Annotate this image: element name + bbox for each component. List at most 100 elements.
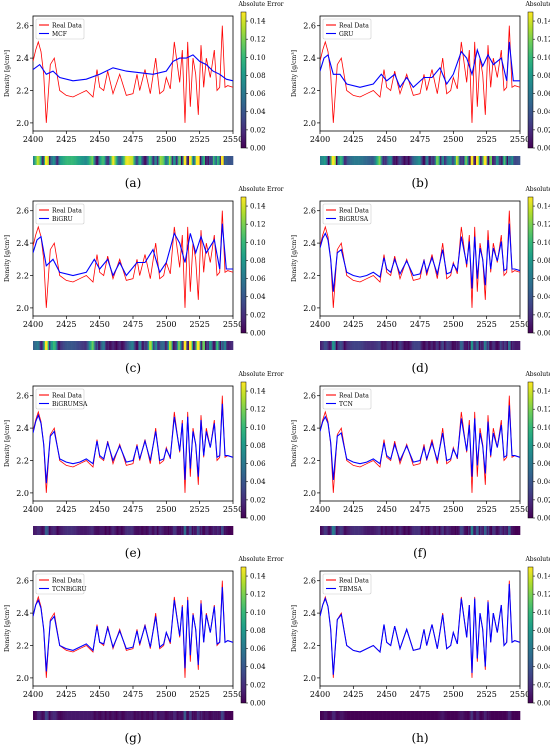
error-cell <box>142 341 144 350</box>
colorbar-label: Absolute Error <box>524 1 550 8</box>
error-cell <box>214 341 216 350</box>
error-cell <box>430 526 433 535</box>
error-cell <box>348 156 350 165</box>
error-cell <box>225 341 227 350</box>
error-cell <box>86 156 88 165</box>
error-cell <box>429 526 431 535</box>
error-cell <box>77 156 79 165</box>
error-cell <box>384 156 386 165</box>
error-cell <box>193 526 195 535</box>
legend-label: Real Data <box>52 393 82 400</box>
colorbar-tick-label: 0.00 <box>250 145 266 153</box>
error-cell <box>178 526 180 535</box>
error-cell <box>155 156 158 165</box>
error-cell <box>342 526 345 535</box>
error-cell <box>425 341 427 350</box>
error-cell <box>377 341 379 350</box>
error-cell <box>106 526 108 535</box>
error-cell <box>94 341 96 350</box>
error-cell <box>223 156 226 165</box>
error-cell <box>37 711 39 720</box>
error-cell <box>386 341 389 350</box>
error-cell <box>66 341 68 350</box>
error-cell <box>214 526 216 535</box>
error-cell <box>449 156 451 165</box>
error-cell <box>221 156 223 165</box>
panel-label: (a) <box>125 176 142 190</box>
error-cell <box>203 711 206 720</box>
y-tick-label: 2.0 <box>303 674 316 683</box>
y-tick-label: 2.6 <box>16 207 29 216</box>
error-cell <box>504 341 506 350</box>
error-cell <box>105 156 107 165</box>
error-cell <box>114 711 116 720</box>
error-cell <box>87 156 90 165</box>
error-cell <box>205 341 207 350</box>
colorbar-tick-label: 0.04 <box>250 108 266 116</box>
error-cell <box>151 341 154 350</box>
error-cell <box>380 156 382 165</box>
error-cell <box>215 526 218 535</box>
error-cell <box>53 526 55 535</box>
error-cell <box>420 526 422 535</box>
error-cell <box>454 341 457 350</box>
error-cell <box>444 156 446 165</box>
error-cell <box>187 711 190 720</box>
error-cell <box>62 341 64 350</box>
error-cell <box>437 711 439 720</box>
x-tick-label: 2525 <box>189 320 209 329</box>
error-cell <box>506 156 509 165</box>
error-cell <box>155 711 158 720</box>
error-cell <box>95 156 98 165</box>
error-cell <box>178 711 180 720</box>
error-cell <box>440 156 442 165</box>
x-tick-label: 2500 <box>443 320 463 329</box>
error-cell <box>377 526 379 535</box>
error-cell <box>442 156 445 165</box>
x-tick-label: 2425 <box>343 690 363 699</box>
colorbar-tick-label: 0.10 <box>250 239 266 247</box>
x-tick-label: 2550 <box>223 690 243 699</box>
error-cell <box>230 711 232 720</box>
legend-label: Real Data <box>339 393 369 400</box>
error-cell <box>365 526 367 535</box>
error-cell <box>342 156 345 165</box>
error-cell <box>143 526 146 535</box>
error-cell <box>45 156 47 165</box>
error-cell <box>490 711 493 720</box>
error-cell <box>197 526 199 535</box>
y-tick-label: 2.4 <box>16 239 29 248</box>
error-cell <box>325 526 327 535</box>
series-group <box>33 395 233 493</box>
error-cell <box>517 156 519 165</box>
error-cell <box>325 341 327 350</box>
colorbar <box>527 11 534 149</box>
error-cell <box>470 156 473 165</box>
colorbar-tick-label: 0.12 <box>537 591 550 599</box>
error-cell <box>229 526 231 535</box>
series-line-bigrumsa <box>33 403 233 484</box>
error-cell <box>122 341 124 350</box>
colorbar-tick-label: 0.06 <box>537 90 550 98</box>
error-cell <box>460 341 462 350</box>
error-cell <box>163 156 166 165</box>
error-cell <box>34 711 36 720</box>
panel-f: 2400 2425 2450 2475 2500 2525 2550 2.0 2.2 2.4 2.6… <box>291 371 550 560</box>
error-cell <box>428 341 430 350</box>
error-cell <box>408 711 410 720</box>
error-cell <box>123 341 126 350</box>
error-cell <box>492 341 494 350</box>
y-tick-label: 2.4 <box>303 424 316 433</box>
colorbar-tick-label: 0.04 <box>537 663 550 671</box>
error-cell <box>469 526 471 535</box>
error-cell <box>508 526 510 535</box>
error-cell <box>400 341 402 350</box>
error-cell <box>78 156 80 165</box>
error-cell <box>465 156 467 165</box>
error-cell <box>464 711 466 720</box>
error-cell <box>360 711 362 720</box>
error-cell <box>225 526 227 535</box>
error-cell <box>518 156 521 165</box>
legend-label: TCNBiGRU <box>52 586 87 593</box>
error-cell <box>101 711 103 720</box>
